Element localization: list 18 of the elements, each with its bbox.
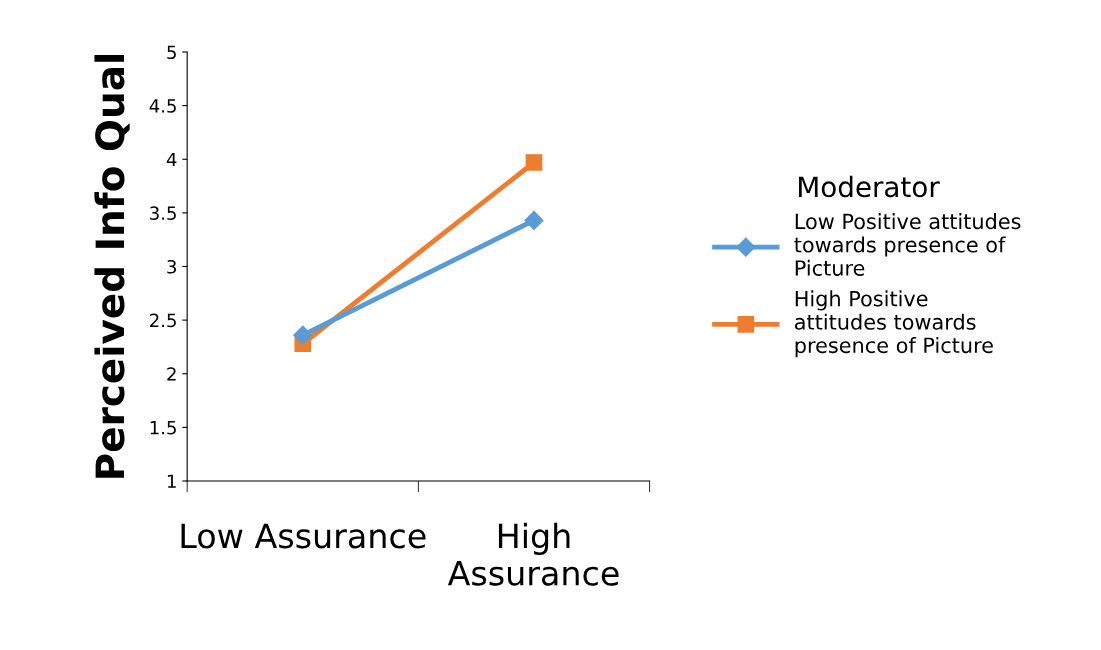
point <box>525 154 543 171</box>
y-tick-label: 4 <box>166 152 177 167</box>
y-tick-label: 2.5 <box>150 313 176 328</box>
point <box>293 325 313 345</box>
legend-title: Moderator <box>799 175 940 198</box>
y-tick-label: 1.5 <box>150 421 176 435</box>
y-tick-label: 3 <box>167 259 176 274</box>
point <box>524 210 544 230</box>
y-tick-label: 4.5 <box>149 99 176 113</box>
x-tick-label: Low Assurance <box>181 523 426 549</box>
legend-label: Low Positive attitudes towards presence of Picture <box>794 213 1021 276</box>
y-tick-label: 1 <box>167 474 176 488</box>
y-tick-label: 2 <box>167 367 176 381</box>
x-tick-label: High Assurance <box>447 522 619 586</box>
y-axis-title: Perceived Info Qual <box>94 54 130 478</box>
legend-label: High Positive attitudes towards presence of Picture <box>795 290 993 358</box>
y-tick-label: 5 <box>167 45 176 60</box>
y-tick-label: 3.5 <box>150 206 176 220</box>
